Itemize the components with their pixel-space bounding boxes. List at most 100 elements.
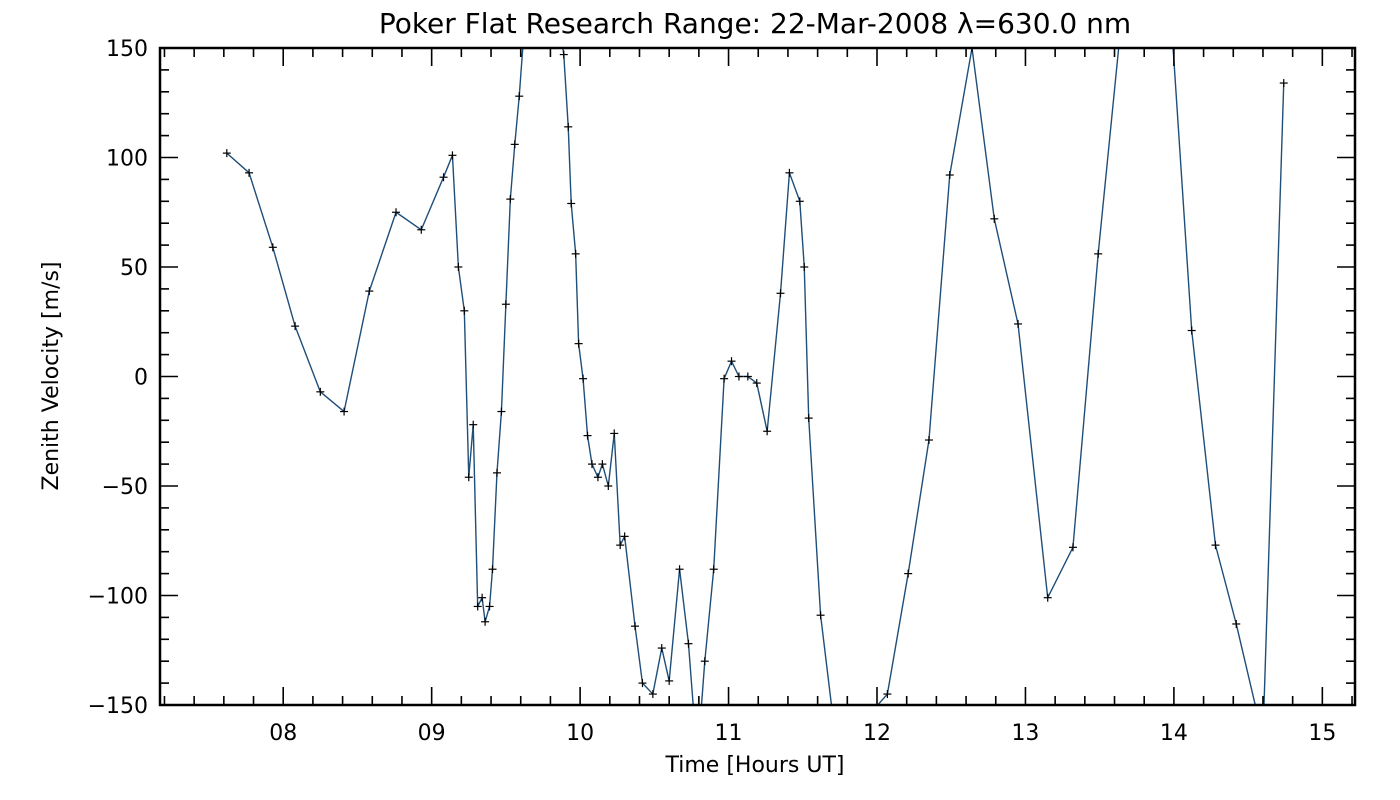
x-tick-label: 13 xyxy=(1011,721,1039,746)
data-point xyxy=(945,171,954,180)
data-point xyxy=(734,372,743,381)
x-tick-label: 10 xyxy=(566,721,594,746)
data-point xyxy=(392,208,401,217)
data-point xyxy=(464,473,473,482)
data-point xyxy=(904,569,913,578)
data-point xyxy=(574,339,583,348)
data-point xyxy=(1232,619,1241,628)
x-tick-label: 08 xyxy=(269,721,297,746)
data-point xyxy=(579,374,588,383)
plot-frame xyxy=(158,46,1357,707)
data-point xyxy=(340,407,349,416)
data-point xyxy=(593,473,602,482)
data-point xyxy=(968,48,977,52)
data-point xyxy=(610,429,619,438)
data-point xyxy=(316,387,325,396)
data-point xyxy=(268,243,277,252)
data-point xyxy=(616,541,625,550)
x-tick-label: 14 xyxy=(1160,721,1188,746)
data-point xyxy=(1211,541,1220,550)
axes-frame: 08 09 10 11 12 13 14 15 −150 −100 −50 0 50 100 150 xyxy=(88,37,1357,746)
chart-title: Poker Flat Research Range: 22-Mar-2008 λ… xyxy=(379,7,1131,40)
data-point xyxy=(924,436,933,445)
data-point xyxy=(1259,734,1267,742)
data-point xyxy=(245,168,254,177)
y-tick-label: 50 xyxy=(120,256,148,281)
plot-area xyxy=(222,11,1288,742)
data-point xyxy=(1279,79,1288,88)
data-point xyxy=(648,690,657,699)
data-point xyxy=(417,225,426,234)
data-point xyxy=(845,734,853,742)
data-point xyxy=(709,565,718,574)
x-tick-label: 09 xyxy=(418,721,446,746)
data-point xyxy=(1187,326,1196,335)
data-point xyxy=(559,50,568,59)
data-point xyxy=(604,482,613,490)
data-point xyxy=(1094,249,1103,258)
data-point xyxy=(776,289,785,298)
x-tick-label: 15 xyxy=(1308,721,1336,746)
y-axis-label: Zenith Velocity [m/s] xyxy=(39,262,64,491)
data-point xyxy=(700,657,709,666)
data-point xyxy=(800,263,809,271)
data-point xyxy=(454,263,463,271)
data-point xyxy=(620,532,629,541)
data-point xyxy=(488,565,497,574)
data-point xyxy=(675,565,684,574)
data-point xyxy=(365,287,374,296)
data-point xyxy=(439,173,448,182)
data-point xyxy=(990,214,999,223)
data-point xyxy=(1068,543,1077,552)
data-point xyxy=(883,690,892,699)
series-line xyxy=(226,48,1285,705)
data-point xyxy=(485,602,494,611)
data-point xyxy=(665,676,674,685)
data-point xyxy=(587,460,596,469)
data-point xyxy=(804,414,813,423)
x-axis-label: Time [Hours UT] xyxy=(665,753,845,778)
data-point xyxy=(506,195,515,204)
data-point xyxy=(469,420,478,429)
data-point xyxy=(631,622,640,631)
data-point xyxy=(785,168,794,177)
data-point xyxy=(481,617,490,626)
data-point xyxy=(571,249,580,258)
data-point xyxy=(564,122,573,131)
data-point xyxy=(583,431,592,440)
data-point xyxy=(1043,593,1052,602)
data-point xyxy=(515,92,524,101)
data-point xyxy=(478,593,487,602)
data-point xyxy=(497,407,506,416)
data-point xyxy=(638,679,647,688)
data-point xyxy=(657,644,666,653)
data-point xyxy=(473,602,482,611)
data-point xyxy=(501,300,510,309)
y-tick-label: −50 xyxy=(102,475,148,500)
data-point xyxy=(1167,11,1175,19)
y-tick-label: 150 xyxy=(106,37,148,62)
x-tick-label: 12 xyxy=(863,721,891,746)
data-point xyxy=(816,611,825,620)
data-point xyxy=(752,379,761,388)
y-tick-label: 100 xyxy=(106,147,148,172)
y-tick-label: 0 xyxy=(134,366,148,391)
data-point xyxy=(831,734,839,742)
data-point xyxy=(492,468,501,477)
data-point xyxy=(763,427,772,436)
data-point xyxy=(727,357,736,366)
data-point xyxy=(1014,319,1023,328)
data-point xyxy=(743,372,752,381)
data-point xyxy=(720,374,729,383)
data-point xyxy=(222,149,231,158)
data-point xyxy=(291,322,300,331)
data-point xyxy=(598,460,607,469)
data-point xyxy=(460,306,469,315)
data-point xyxy=(567,199,576,208)
data-point xyxy=(510,140,519,149)
y-tick-label: −150 xyxy=(88,694,148,719)
data-point xyxy=(448,151,457,160)
y-tick-label: −100 xyxy=(88,585,148,610)
data-point xyxy=(795,197,804,206)
